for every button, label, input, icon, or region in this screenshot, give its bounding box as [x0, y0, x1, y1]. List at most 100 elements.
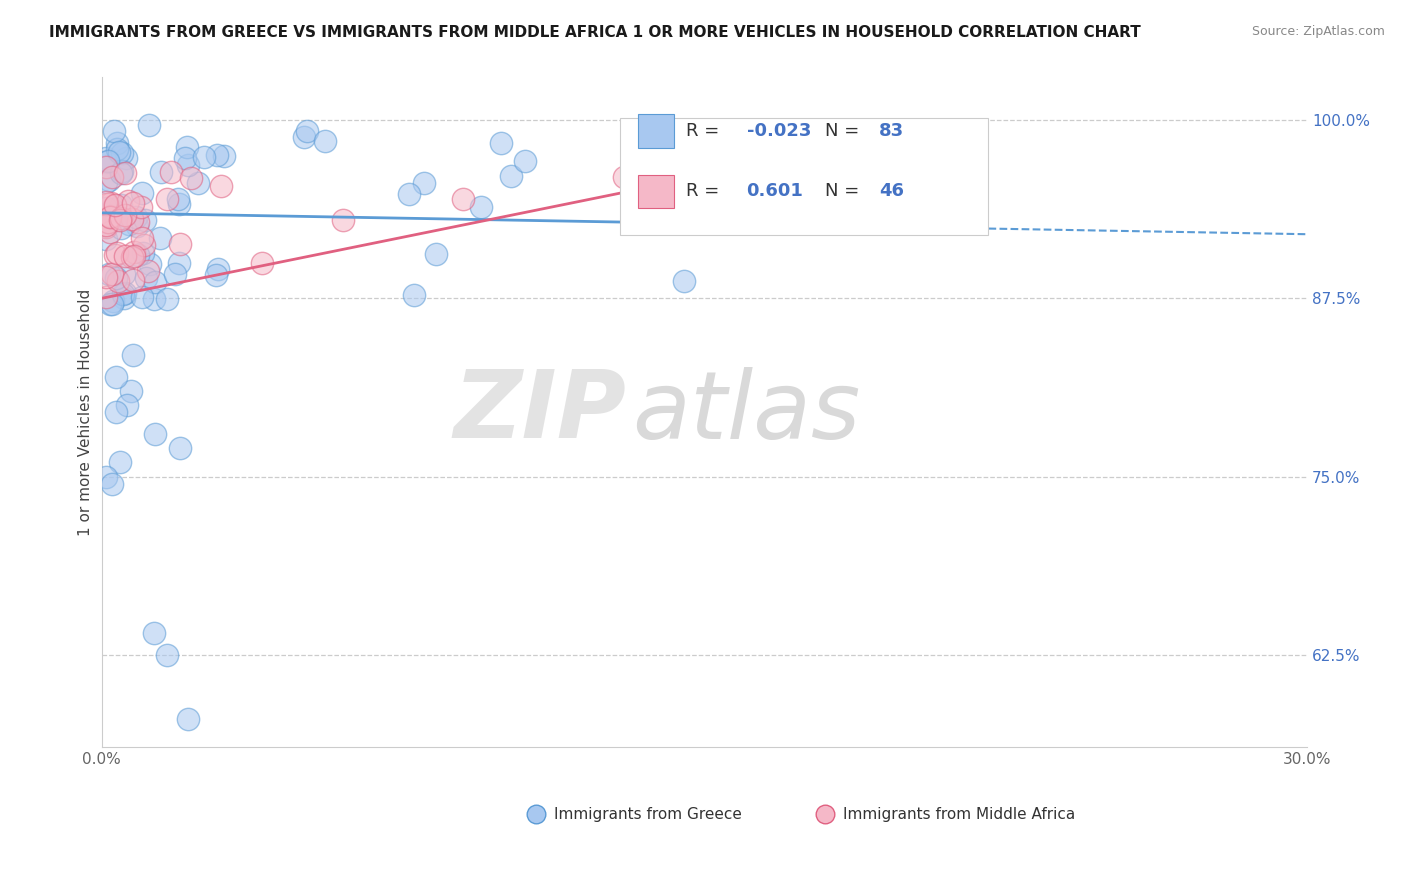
Point [110, 198, 132, 212]
Point [138, 118, 160, 132]
Point [94, 219, 117, 233]
Point [163, 267, 186, 281]
Point [142, 292, 165, 306]
Point [94, 290, 117, 304]
Point [97, 154, 120, 169]
Point [110, 211, 132, 225]
Point [94, 194, 117, 209]
Point [127, 219, 149, 234]
Text: N =: N = [825, 122, 865, 140]
Text: Source: ZipAtlas.com: Source: ZipAtlas.com [1251, 25, 1385, 38]
Point [94, 160, 117, 174]
Point [118, 217, 141, 231]
Point [100, 202, 122, 216]
Point [121, 250, 143, 264]
Point [404, 288, 426, 302]
Y-axis label: 1 or more Vehicles in Household: 1 or more Vehicles in Household [79, 289, 93, 536]
Point [131, 290, 153, 304]
Point [425, 247, 447, 261]
Point [156, 192, 179, 206]
Bar [638, 114, 675, 148]
FancyBboxPatch shape [620, 118, 987, 235]
Point [132, 246, 155, 260]
Point [104, 248, 127, 262]
Point [292, 130, 315, 145]
Point [131, 231, 153, 245]
Text: 46: 46 [879, 182, 904, 201]
Text: Immigrants from Greece: Immigrants from Greece [554, 806, 741, 822]
Point [112, 286, 135, 301]
Point [193, 150, 215, 164]
Point [398, 187, 420, 202]
Point [98, 225, 121, 239]
Point [180, 171, 202, 186]
Point [314, 134, 336, 148]
Point [613, 170, 636, 185]
Point [166, 192, 188, 206]
Bar [638, 175, 675, 208]
Point [673, 274, 696, 288]
Point [98, 209, 121, 223]
Point [122, 348, 145, 362]
Point [100, 196, 122, 211]
Point [176, 712, 198, 726]
Point [934, 128, 956, 142]
Point [111, 163, 134, 178]
Point [98, 173, 121, 187]
Text: atlas: atlas [633, 367, 860, 458]
Point [121, 195, 143, 210]
Point [110, 165, 132, 179]
Point [111, 146, 134, 161]
Point [127, 215, 149, 229]
Point [101, 267, 124, 281]
Text: ZIP: ZIP [453, 367, 626, 458]
Point [98, 297, 121, 311]
Point [169, 441, 191, 455]
Point [121, 212, 143, 227]
Text: -0.023: -0.023 [747, 122, 811, 140]
Point [125, 211, 148, 225]
Point [101, 294, 124, 309]
Point [209, 179, 232, 194]
Point [112, 291, 135, 305]
Point [94, 269, 117, 284]
Point [103, 124, 125, 138]
Point [107, 274, 129, 288]
Point [413, 177, 436, 191]
Point [105, 213, 128, 227]
Point [98, 210, 121, 224]
Point [122, 244, 145, 259]
Point [149, 231, 172, 245]
Point [470, 200, 492, 214]
Point [139, 257, 162, 271]
Point [451, 192, 474, 206]
Point [115, 151, 138, 165]
Point [149, 165, 172, 179]
Point [103, 198, 125, 212]
Point [122, 273, 145, 287]
Point [167, 256, 190, 270]
Point [214, 149, 236, 163]
Point [853, 149, 876, 163]
Point [94, 201, 117, 215]
Text: R =: R = [686, 182, 725, 201]
Point [98, 267, 121, 281]
Point [122, 249, 145, 263]
Point [491, 136, 513, 150]
Text: 83: 83 [879, 122, 904, 140]
Point [101, 476, 124, 491]
Point [127, 247, 149, 261]
Text: IMMIGRANTS FROM GREECE VS IMMIGRANTS FROM MIDDLE AFRICA 1 OR MORE VEHICLES IN HO: IMMIGRANTS FROM GREECE VS IMMIGRANTS FRO… [49, 25, 1140, 40]
Point [97, 215, 120, 229]
Point [129, 200, 152, 214]
Text: Immigrants from Middle Africa: Immigrants from Middle Africa [844, 806, 1076, 822]
Point [114, 166, 136, 180]
Point [513, 153, 536, 168]
Point [110, 220, 132, 235]
Point [105, 142, 128, 156]
Point [135, 270, 157, 285]
Point [115, 398, 138, 412]
Point [108, 213, 131, 227]
Point [101, 169, 124, 184]
Point [499, 169, 522, 184]
